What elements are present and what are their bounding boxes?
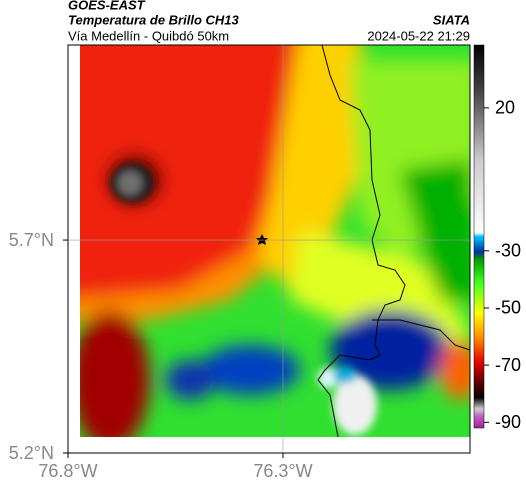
colorbar-tick-label: -70 xyxy=(495,355,521,375)
timestamp: 2024-05-22 21:29 xyxy=(367,28,470,43)
y-tick-label: 5.2°N xyxy=(9,443,54,463)
colorbar-tick-label: -50 xyxy=(495,298,521,318)
colorbar xyxy=(473,44,485,429)
map-frame xyxy=(67,44,471,454)
colorbar-tick-label: 20 xyxy=(495,98,515,118)
satellite-image xyxy=(80,45,470,437)
x-tick-label: 76.3°W xyxy=(253,461,312,481)
colorbar-tick-label: -30 xyxy=(495,241,521,261)
x-tick-label: 76.8°W xyxy=(38,461,97,481)
title: Temperatura de Brillo CH13 xyxy=(68,12,240,27)
subtitle: Vía Medellín - Quibdó 50km xyxy=(68,28,229,43)
location-marker xyxy=(256,234,268,245)
y-tick-label: 5.7°N xyxy=(9,230,54,250)
colorbar-tick-label: -90 xyxy=(495,412,521,432)
agency: SIATA xyxy=(433,12,470,27)
source: GOES-EAST xyxy=(68,0,146,12)
